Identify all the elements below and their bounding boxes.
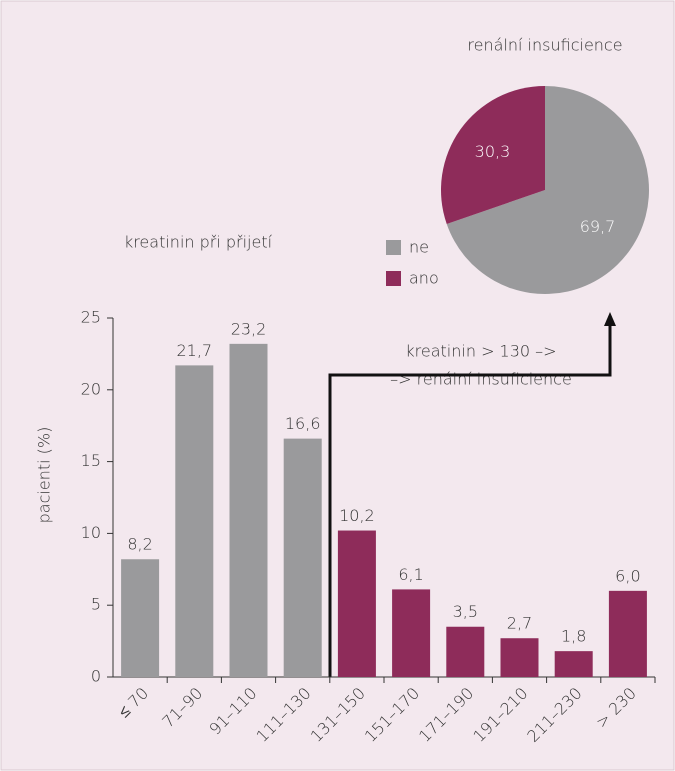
arrow-head <box>604 312 616 326</box>
annotation: –> renální insuficience <box>390 370 572 389</box>
bar <box>392 589 431 677</box>
value-label: 10,2 <box>339 506 375 525</box>
bar <box>283 438 322 677</box>
arrow <box>328 325 612 677</box>
pie-slice <box>446 86 649 295</box>
bar <box>554 651 593 677</box>
bar <box>500 638 539 677</box>
value-label: 8,2 <box>127 535 152 554</box>
bar <box>608 590 647 677</box>
legend-swatch <box>386 240 401 255</box>
value-label: 3,5 <box>453 602 478 621</box>
y-tick-label: 10 <box>81 523 101 542</box>
value-label: 6,0 <box>615 566 640 585</box>
bar <box>121 559 160 677</box>
bar <box>337 530 376 677</box>
y-tick-label: 15 <box>81 451 101 470</box>
bar-title: kreatinin při přijetí <box>124 233 273 252</box>
y-tick-label: 20 <box>81 379 101 398</box>
y-tick-label: 0 <box>91 667 101 686</box>
legend-swatch <box>386 271 401 286</box>
value-label: 6,1 <box>398 565 423 584</box>
value-label: 23,2 <box>231 319 267 338</box>
slice-label: 69,7 <box>580 217 616 236</box>
legend-label: ano <box>409 269 439 288</box>
value-label: 16,6 <box>285 414 321 433</box>
bar <box>175 365 214 677</box>
value-label: 1,8 <box>561 627 586 646</box>
slice-label: 30,3 <box>475 142 511 161</box>
pie-title: renální insuficience <box>467 36 622 55</box>
bar <box>446 626 485 677</box>
y-tick-label: 25 <box>81 308 101 327</box>
annotation: kreatinin > 130 –> <box>405 342 556 361</box>
pie-slice <box>441 86 545 224</box>
y-axis-label: pacienti (%) <box>35 427 54 524</box>
y-tick-label: 5 <box>91 595 101 614</box>
bar <box>229 343 268 677</box>
value-label: 2,7 <box>507 614 532 633</box>
legend-label: ne <box>409 238 429 257</box>
value-label: 21,7 <box>176 341 212 360</box>
